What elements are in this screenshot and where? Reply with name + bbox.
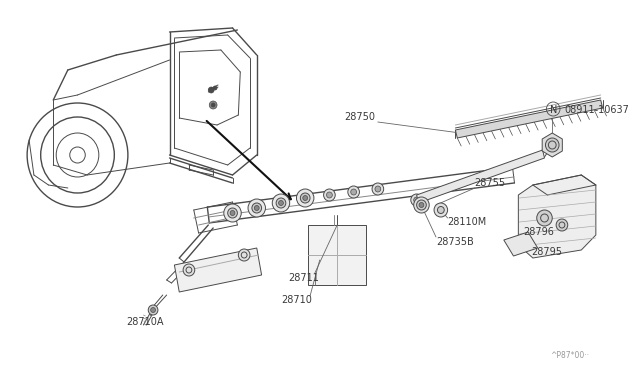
Text: 28755: 28755 <box>475 178 506 188</box>
Circle shape <box>150 308 156 312</box>
Circle shape <box>248 199 266 217</box>
Circle shape <box>230 211 235 215</box>
Circle shape <box>372 183 383 195</box>
Circle shape <box>419 202 424 208</box>
Circle shape <box>375 186 381 192</box>
Circle shape <box>208 87 214 93</box>
Circle shape <box>224 204 241 222</box>
Circle shape <box>213 86 217 90</box>
Circle shape <box>272 194 290 212</box>
Polygon shape <box>417 150 545 203</box>
Text: 28711: 28711 <box>289 273 319 283</box>
Circle shape <box>413 197 419 203</box>
Circle shape <box>303 196 308 201</box>
Circle shape <box>183 264 195 276</box>
Circle shape <box>413 197 429 213</box>
Circle shape <box>411 194 422 206</box>
Text: 28750: 28750 <box>344 112 375 122</box>
Circle shape <box>556 219 568 231</box>
Circle shape <box>209 101 217 109</box>
Text: 28795: 28795 <box>531 247 562 257</box>
Text: 28710: 28710 <box>281 295 312 305</box>
Polygon shape <box>518 175 596 258</box>
Circle shape <box>211 103 215 107</box>
Text: 28110M: 28110M <box>447 217 487 227</box>
Circle shape <box>438 206 444 214</box>
Circle shape <box>228 208 237 218</box>
Circle shape <box>148 305 158 315</box>
Circle shape <box>238 249 250 261</box>
Circle shape <box>348 186 360 198</box>
Circle shape <box>545 138 559 152</box>
Circle shape <box>434 203 447 217</box>
Circle shape <box>326 192 332 198</box>
Circle shape <box>296 189 314 207</box>
Text: 28735B: 28735B <box>436 237 474 247</box>
Circle shape <box>324 189 335 201</box>
Circle shape <box>417 200 426 210</box>
Circle shape <box>276 198 286 208</box>
Bar <box>308 225 366 285</box>
Circle shape <box>252 203 262 213</box>
Polygon shape <box>542 133 563 157</box>
Circle shape <box>537 210 552 226</box>
Text: 08911-10637: 08911-10637 <box>564 105 628 115</box>
Circle shape <box>351 189 356 195</box>
Polygon shape <box>174 248 262 292</box>
Text: 28796: 28796 <box>523 227 554 237</box>
Polygon shape <box>456 100 603 138</box>
Text: 28710A: 28710A <box>126 317 163 327</box>
Circle shape <box>300 193 310 203</box>
Text: ^P87*00··: ^P87*00·· <box>550 350 589 359</box>
Circle shape <box>254 205 259 211</box>
Text: N: N <box>550 105 557 115</box>
Polygon shape <box>504 232 538 256</box>
Circle shape <box>278 201 284 205</box>
